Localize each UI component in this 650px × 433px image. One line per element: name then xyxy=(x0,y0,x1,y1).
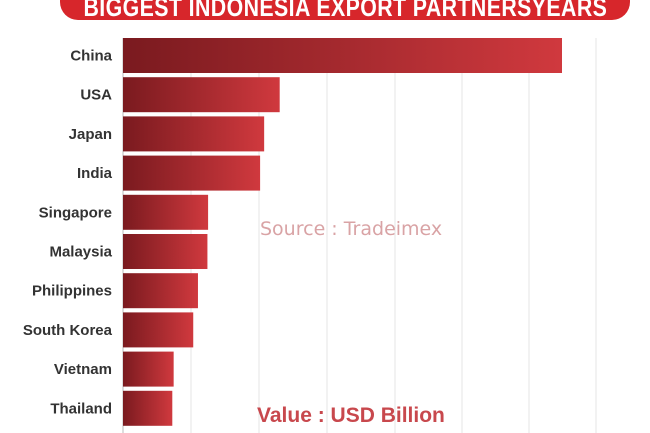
category-label: Philippines xyxy=(32,283,112,300)
bar-usa xyxy=(123,77,280,113)
category-label: USA xyxy=(80,87,112,104)
category-label: Vietnam xyxy=(54,361,112,378)
category-labels: China USA Japan India Singapore Malaysia Phili… xyxy=(23,48,113,418)
chart-title: BIGGEST INDONESIA EXPORT PARTNERSYEARS xyxy=(83,0,607,20)
title-banner: BIGGEST INDONESIA EXPORT PARTNERSYEARS xyxy=(60,0,630,20)
bar-china xyxy=(123,38,562,73)
category-label: South Korea xyxy=(23,322,113,339)
bar-malaysia xyxy=(123,234,208,269)
bars xyxy=(123,38,562,426)
source-note: Source : Tradeimex xyxy=(260,218,443,240)
bar-philippines xyxy=(123,273,198,309)
bar-south-korea xyxy=(123,312,194,348)
bar-india xyxy=(123,155,261,191)
category-label: Japan xyxy=(69,126,112,143)
category-label: India xyxy=(77,165,113,182)
bar-japan xyxy=(123,116,265,152)
category-label: Thailand xyxy=(50,400,112,417)
bar-thailand xyxy=(123,390,173,426)
category-label: China xyxy=(70,48,112,65)
bar-singapore xyxy=(123,194,209,230)
category-label: Singapore xyxy=(39,204,112,221)
unit-note: Value : USD Billion xyxy=(257,404,445,427)
bar-vietnam xyxy=(123,351,174,387)
category-label: Malaysia xyxy=(49,244,112,261)
